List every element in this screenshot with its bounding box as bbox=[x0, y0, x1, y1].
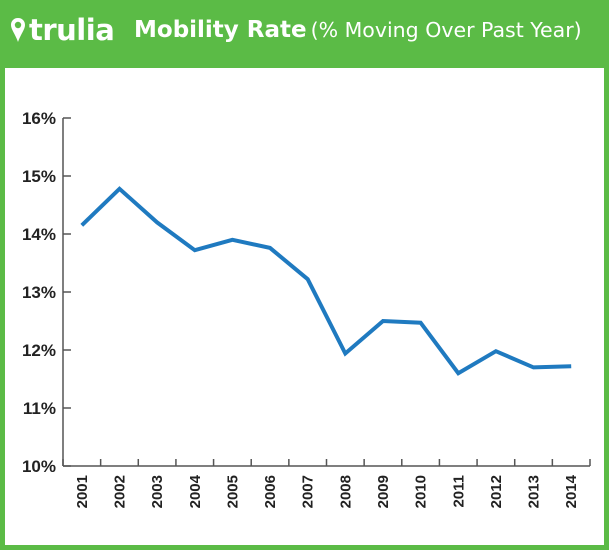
x-tick-label: 2002 bbox=[111, 475, 128, 508]
x-tick-label: 2001 bbox=[74, 475, 91, 508]
chart-title: Mobility Rate (% Moving Over Past Year) bbox=[134, 12, 582, 51]
y-tick-label: 11% bbox=[23, 399, 56, 418]
trulia-logo: trulia bbox=[10, 10, 115, 50]
chart-header: trulia Mobility Rate (% Moving Over Past … bbox=[0, 0, 609, 68]
x-tick-label: 2010 bbox=[413, 475, 430, 508]
y-tick-label: 12% bbox=[22, 341, 56, 360]
x-tick-label: 2004 bbox=[187, 474, 204, 508]
y-tick-label: 10% bbox=[22, 457, 56, 476]
x-tick-label: 2003 bbox=[149, 475, 166, 508]
y-tick-label: 16% bbox=[22, 109, 56, 128]
x-tick-label: 2011 bbox=[450, 475, 467, 508]
x-tick-label: 2005 bbox=[224, 475, 241, 508]
x-tick-label: 2012 bbox=[488, 475, 505, 508]
x-tick-label: 2009 bbox=[375, 475, 392, 508]
map-pin-icon bbox=[11, 18, 25, 42]
x-tick-label: 2006 bbox=[262, 475, 279, 508]
y-tick-label: 14% bbox=[22, 225, 56, 244]
series-line-mobility-rate bbox=[80, 186, 572, 376]
x-tick-label: 2008 bbox=[337, 475, 354, 508]
y-tick-label: 15% bbox=[22, 167, 56, 186]
brand-name: trulia bbox=[29, 13, 115, 47]
chart-subtitle: (% Moving Over Past Year) bbox=[310, 18, 582, 42]
chart-title-main: Mobility Rate bbox=[134, 17, 307, 43]
x-tick-label: 2014 bbox=[563, 474, 580, 508]
y-tick-label: 13% bbox=[22, 283, 56, 302]
x-tick-label: 2013 bbox=[526, 475, 543, 508]
x-tick-label: 2007 bbox=[300, 475, 317, 508]
